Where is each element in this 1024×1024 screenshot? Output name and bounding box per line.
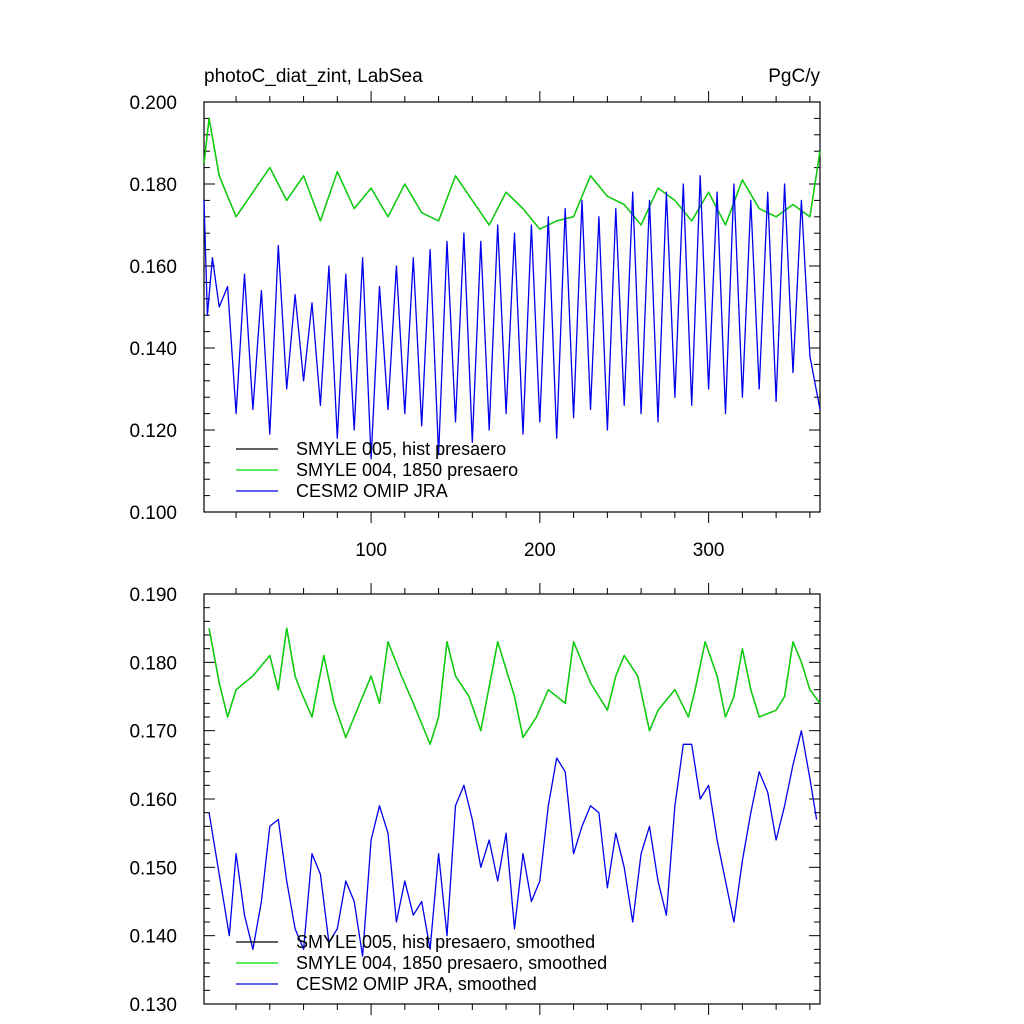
legend-label: CESM2 OMIP JRA — [296, 481, 448, 501]
y-tick-label: 0.180 — [129, 175, 177, 196]
y-tick-label: 0.130 — [129, 995, 177, 1016]
series-line-2 — [203, 175, 821, 460]
series-line-1 — [203, 117, 821, 230]
y-tick-label: 0.100 — [129, 503, 177, 524]
y-tick-label: 0.140 — [129, 927, 177, 948]
y-tick-label: 0.200 — [129, 93, 177, 114]
x-tick-label: 100 — [355, 540, 387, 561]
bottom-axis-ticks: 0.130 0.140 0.150 0.160 0.170 0.180 0.190 — [129, 583, 820, 1016]
y-tick-label: 0.120 — [129, 421, 177, 442]
legend-label: SMYLE 004, 1850 presaero, smoothed — [296, 953, 607, 973]
bottom-legend: SMYLE 005, hist presaero, smoothedSMYLE … — [236, 932, 607, 994]
y-tick-label: 0.160 — [129, 257, 177, 278]
y-tick-label: 0.180 — [129, 653, 177, 674]
chart-title: photoC_diat_zint, LabSea — [204, 66, 423, 87]
legend-label: SMYLE 004, 1850 presaero — [296, 460, 518, 480]
series-line-2 — [208, 730, 818, 957]
bottom-panel: 0.130 0.140 0.150 0.160 0.170 0.180 0.190 SMYL… — [129, 583, 821, 1016]
y-tick-label: 0.160 — [129, 790, 177, 811]
y-tick-label: 0.170 — [129, 722, 177, 743]
top-plot-frame — [203, 101, 821, 513]
y-tick-label: 0.140 — [129, 339, 177, 360]
top-series-lines — [203, 117, 821, 460]
legend-label: CESM2 OMIP JRA, smoothed — [296, 974, 537, 994]
bottom-series-lines — [208, 627, 821, 957]
legend-label: SMYLE 005, hist presaero — [296, 439, 506, 459]
x-tick-label: 200 — [524, 540, 556, 561]
y-tick-label: 0.190 — [129, 585, 177, 606]
x-tick-label: 300 — [693, 540, 725, 561]
series-line-1 — [208, 627, 821, 745]
legend-label: SMYLE 005, hist presaero, smoothed — [296, 932, 595, 952]
y-tick-label: 0.150 — [129, 858, 177, 879]
units-label: PgC/y — [768, 66, 820, 87]
top-axis-ticks: 0.100 0.120 0.140 0.160 0.180 0.200 100 200 300 — [129, 91, 820, 561]
